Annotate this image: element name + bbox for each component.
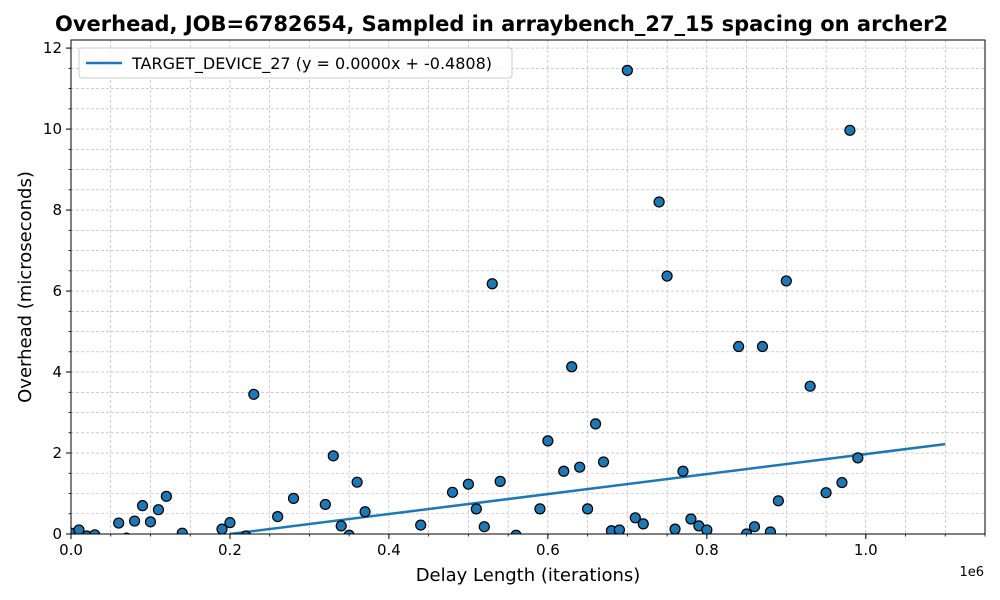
- x-tick-label: 0.6: [536, 541, 560, 559]
- data-point: [582, 503, 594, 515]
- data-point: [844, 124, 856, 136]
- data-point: [240, 530, 252, 534]
- data-point: [152, 504, 165, 516]
- legend-box: [78, 47, 513, 79]
- data-point: [327, 450, 339, 462]
- legend: TARGET_DEVICE_27 (y = 0.0000x + -0.4808): [78, 47, 513, 79]
- data-point: [144, 516, 157, 528]
- data-point: [248, 388, 260, 400]
- data-point: [128, 515, 141, 527]
- data-point: [176, 527, 188, 534]
- data-point: [756, 340, 769, 353]
- data-point: [486, 278, 498, 290]
- data-point: [224, 517, 236, 529]
- data-point: [669, 523, 681, 534]
- data-point: [73, 524, 85, 534]
- y-axis-label: Overhead (microseconds): [15, 171, 36, 403]
- x-tick-label: 0.4: [377, 541, 401, 559]
- data-point: [701, 524, 713, 534]
- fit-line-group: [229, 442, 946, 534]
- data-point: [160, 490, 172, 502]
- axis-ticks: 0.0 0.2 0.4 0.6 0.8 1.0 0 2 4 6 8 10 12: [43, 39, 986, 559]
- y-tick-label: 4: [52, 363, 62, 381]
- data-point: [748, 521, 761, 533]
- data-point: [343, 529, 355, 534]
- data-point: [566, 361, 578, 373]
- data-point: [836, 476, 848, 489]
- data-point: [287, 492, 300, 504]
- data-point: [510, 529, 522, 534]
- legend-label: TARGET_DEVICE_27 (y = 0.0000x + -0.4808): [131, 54, 492, 74]
- data-point: [272, 510, 284, 523]
- data-point: [733, 340, 745, 353]
- data-point: [351, 476, 363, 488]
- y-tick-label: 12: [43, 39, 62, 57]
- data-point: [772, 495, 784, 507]
- data-point: [319, 498, 331, 511]
- data-point: [677, 465, 689, 477]
- y-tick-label: 2: [52, 444, 62, 462]
- data-point: [629, 512, 641, 524]
- y-tick-label: 8: [52, 201, 62, 219]
- data-point: [470, 503, 482, 515]
- data-point: [494, 475, 506, 487]
- data-point: [216, 523, 228, 534]
- data-point: [740, 528, 753, 534]
- plot-frame: [70, 39, 986, 535]
- data-point: [589, 418, 602, 430]
- data-point: [621, 64, 633, 76]
- data-point: [637, 518, 649, 530]
- data-point: [574, 461, 586, 473]
- data-point: [597, 456, 610, 468]
- data-point: [81, 530, 93, 534]
- data-point: [478, 521, 490, 533]
- data-point: [446, 486, 459, 498]
- chart-title: Overhead, JOB=6782654, Sampled in arrayb…: [55, 12, 948, 36]
- data-point: [89, 529, 101, 534]
- data-point: [764, 526, 777, 534]
- data-point: [462, 478, 474, 490]
- x-tick-label: 0.0: [59, 541, 83, 559]
- x-axis-label: Delay Length (iterations): [416, 565, 641, 586]
- data-point: [558, 465, 570, 477]
- x-tick-label: 1.0: [854, 541, 878, 559]
- y-tick-label: 0: [52, 525, 62, 543]
- data-point: [415, 519, 427, 531]
- fit-line: [229, 442, 946, 534]
- data-point: [613, 524, 625, 534]
- x-tick-label: 0.8: [695, 541, 719, 559]
- data-point: [653, 196, 665, 208]
- data-point: [359, 506, 371, 518]
- data-point: [335, 520, 347, 532]
- data-point: [804, 380, 816, 392]
- y-tick-label: 6: [52, 282, 62, 300]
- y-tick-label: 10: [43, 120, 62, 138]
- data-point: [661, 270, 673, 282]
- data-point: [820, 487, 832, 499]
- x-tick-label: 0.2: [218, 541, 242, 559]
- data-point: [113, 517, 125, 529]
- data-point: [542, 435, 554, 447]
- data-point: [780, 275, 792, 287]
- data-point: [852, 452, 864, 464]
- data-point: [136, 500, 149, 512]
- x-offset-label: 1e6: [959, 565, 984, 580]
- data-point: [534, 503, 546, 515]
- data-points: [71, 64, 864, 534]
- data-point: [685, 513, 697, 525]
